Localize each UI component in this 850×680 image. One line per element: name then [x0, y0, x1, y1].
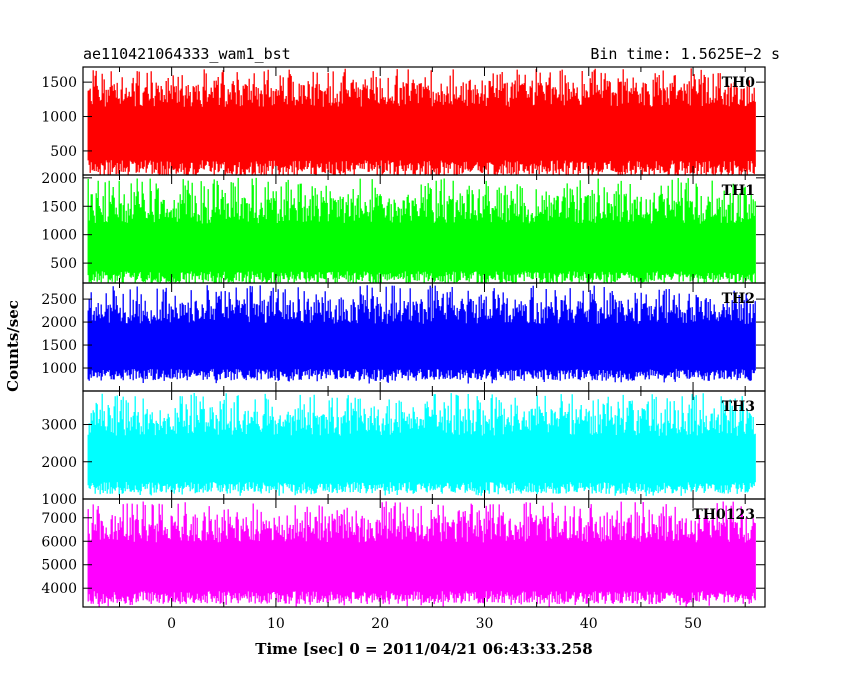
x-axis-label: Time [sec] 0 = 2011/04/21 06:43:33.258	[255, 640, 592, 658]
y-tick-label: 2000	[41, 455, 77, 471]
panel-label-th0123: TH0123	[692, 507, 755, 523]
y-tick-label: 1000	[41, 228, 77, 244]
y-tick-label: 3000	[41, 418, 77, 434]
y-tick-label: 1000	[41, 492, 77, 508]
panel-th3: 1000 2000 3000 TH3	[41, 390, 766, 508]
panel-label-th3: TH3	[722, 399, 755, 415]
y-tick-label: 1500	[41, 75, 77, 91]
x-tick-label: 40	[580, 616, 598, 632]
series-th1	[87, 177, 756, 283]
panel-frame	[82, 498, 766, 608]
series-th3	[87, 393, 756, 497]
figure-title: ae110421064333_wam1_bst	[83, 45, 291, 63]
x-tick-label: 10	[267, 616, 285, 632]
x-tick-label: 0	[167, 616, 176, 632]
y-tick-label: 500	[50, 144, 77, 160]
panel-label-th0: TH0	[722, 75, 756, 91]
panel-label-th2: TH2	[722, 291, 755, 307]
y-tick-label: 6000	[41, 534, 77, 550]
panel-th1: 500 1000 1500 2000 TH1	[41, 171, 766, 284]
y-axis-label: Counts/sec	[4, 300, 22, 392]
y-tick-label: 2500	[41, 292, 77, 308]
y-tick-label: 5000	[41, 558, 77, 574]
panel-th0: 500 1000 1500 TH0	[41, 66, 766, 176]
x-axis: 0 10 20 30 40 50	[167, 616, 702, 632]
y-tick-label: 1500	[41, 338, 77, 354]
series-th0	[87, 68, 756, 175]
y-tick-label: 1500	[41, 199, 77, 215]
x-tick-label: 20	[371, 616, 389, 632]
y-tick-label: 1000	[41, 110, 77, 126]
bin-time-label: Bin time: 1.5625E−2 s	[590, 45, 780, 63]
series-th2	[87, 285, 756, 384]
x-tick-label: 50	[684, 616, 702, 632]
y-tick-label: 2000	[41, 171, 77, 187]
y-tick-label: 500	[50, 256, 77, 272]
y-tick-label: 7000	[41, 511, 77, 527]
panels-group: 500 1000 1500 TH0 500 1000 1500 2000 TH1 1000 1500…	[41, 66, 766, 608]
y-tick-label: 2000	[41, 315, 77, 331]
series-th0123	[87, 501, 756, 607]
y-tick-label: 4000	[41, 581, 77, 597]
panel-th2: 1000 1500 2000 2500 TH2	[41, 282, 766, 392]
panel-th0123: 4000 5000 6000 7000 TH0123	[41, 498, 766, 608]
y-tick-label: 1000	[41, 361, 77, 377]
panel-label-th1: TH1	[722, 183, 755, 199]
x-tick-label: 30	[476, 616, 494, 632]
